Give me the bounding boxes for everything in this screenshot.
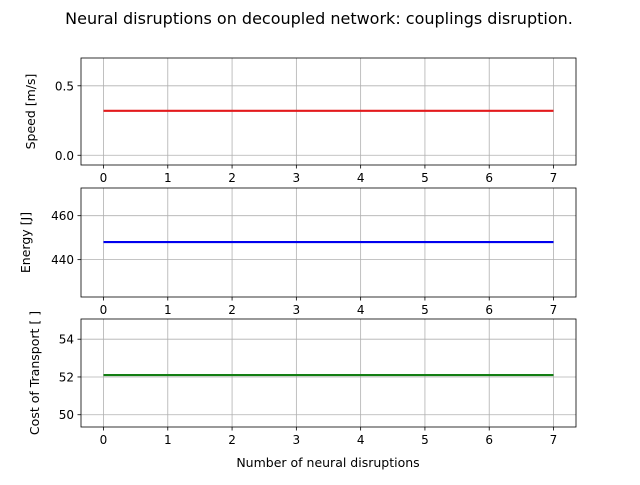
subplot-3: 0 1 2 3 4 5 6 7 50 52 54 Cost of Transport [ ] <box>27 311 577 447</box>
x-tick-label: 4 <box>357 171 365 185</box>
x-tick-label: 6 <box>485 433 493 447</box>
x-tick-label: 7 <box>550 303 558 317</box>
x-tick-label: 0 <box>100 171 108 185</box>
x-tick-label: 1 <box>164 171 172 185</box>
y-axis-label: Speed [m/s] <box>23 74 38 150</box>
x-tick-label: 3 <box>293 303 301 317</box>
axes-frame <box>80 187 577 298</box>
x-tick-label: 7 <box>550 171 558 185</box>
x-tick-label: 2 <box>228 433 236 447</box>
x-tick-label: 5 <box>421 303 429 317</box>
figure-title: Neural disruptions on decoupled network:… <box>65 9 573 28</box>
y-tick-label: 0.5 <box>55 79 74 93</box>
x-tick-label: 5 <box>421 433 429 447</box>
x-tick-label: 0 <box>100 433 108 447</box>
y-tick-label: 0.0 <box>55 149 74 163</box>
x-axis-label: Number of neural disruptions <box>236 455 419 470</box>
x-tick-label: 5 <box>421 171 429 185</box>
axes-frame <box>80 318 577 428</box>
x-tick-label: 2 <box>228 171 236 185</box>
y-tick-label: 440 <box>51 253 74 267</box>
subplot-1: 0 1 2 3 4 5 6 7 0.0 0.5 Speed [m/s] <box>23 57 577 185</box>
x-tick-label: 1 <box>164 433 172 447</box>
y-axis-label: Cost of Transport [ ] <box>27 311 42 435</box>
x-tick-label: 4 <box>357 303 365 317</box>
y-tick-label: 50 <box>59 408 74 422</box>
x-tick-label: 0 <box>100 303 108 317</box>
subplot-2: 0 1 2 3 4 5 6 7 440 460 Energy [J] <box>18 187 577 317</box>
x-tick-label: 3 <box>293 171 301 185</box>
y-tick-label: 52 <box>59 370 74 384</box>
y-axis-label: Energy [J] <box>18 212 33 273</box>
y-tick-label: 460 <box>51 209 74 223</box>
x-tick-label: 6 <box>485 303 493 317</box>
axes-frame <box>80 57 577 166</box>
x-tick-label: 2 <box>228 303 236 317</box>
x-tick-label: 7 <box>550 433 558 447</box>
y-tick-label: 54 <box>59 333 74 347</box>
x-tick-label: 1 <box>164 303 172 317</box>
x-tick-label: 6 <box>485 171 493 185</box>
x-tick-label: 4 <box>357 433 365 447</box>
x-tick-label: 3 <box>293 433 301 447</box>
